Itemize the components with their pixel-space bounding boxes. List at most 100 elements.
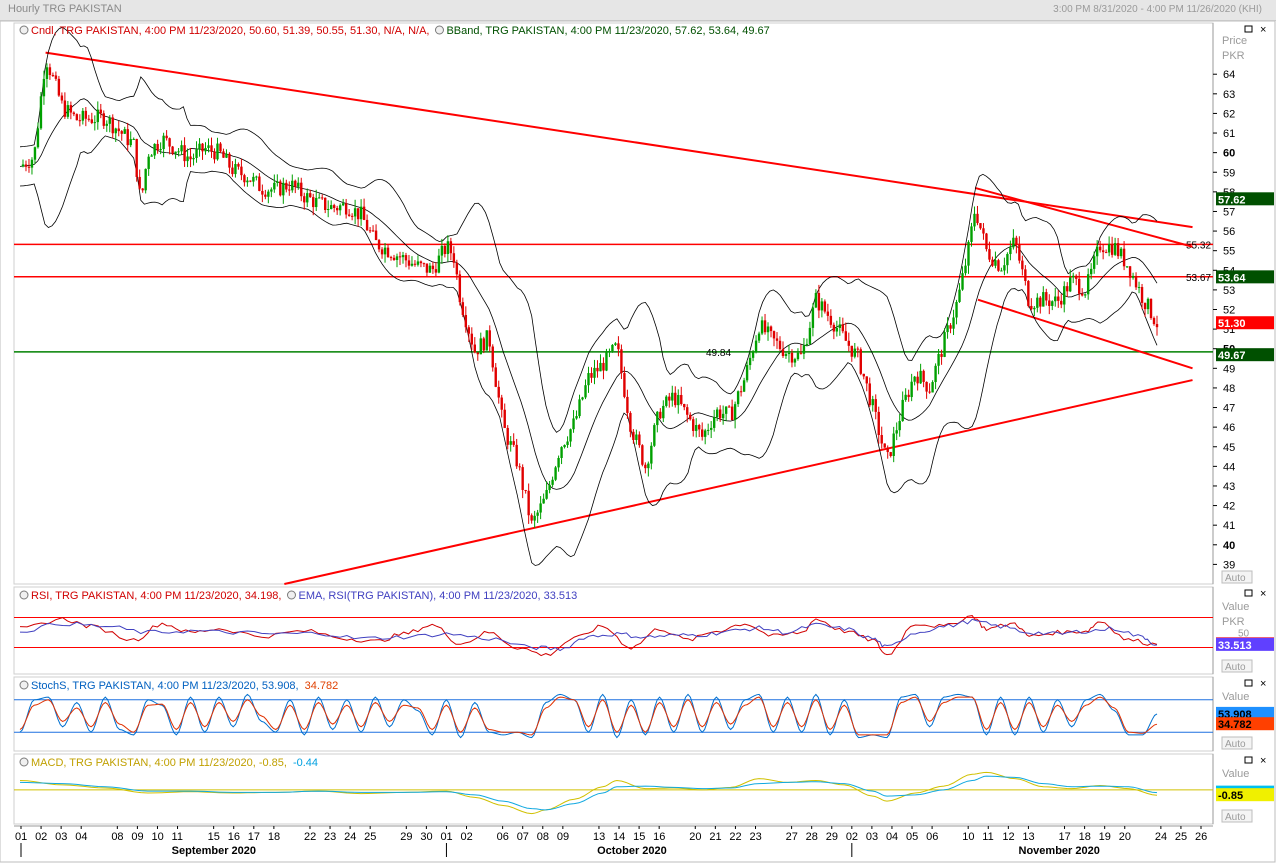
candle-body bbox=[93, 122, 97, 124]
candle-body bbox=[168, 138, 171, 147]
candle-body bbox=[156, 143, 159, 151]
candle-body bbox=[470, 333, 474, 345]
candle-body bbox=[153, 143, 156, 156]
x-tick-label: 02 bbox=[846, 831, 858, 843]
candle-body bbox=[653, 425, 656, 446]
candle-body bbox=[1131, 275, 1135, 278]
candle-body bbox=[1089, 268, 1093, 275]
candle-body bbox=[979, 223, 982, 229]
candle-body bbox=[889, 452, 892, 456]
macd-legend-icon bbox=[19, 757, 29, 767]
candle-body bbox=[760, 320, 764, 334]
candle-body bbox=[138, 176, 141, 189]
candle-body bbox=[347, 214, 351, 216]
candle-body bbox=[1051, 301, 1054, 306]
candle-body bbox=[1092, 256, 1096, 269]
candle-body bbox=[1075, 275, 1078, 279]
candle-body bbox=[315, 197, 318, 208]
candle-body bbox=[240, 166, 243, 176]
candle-body bbox=[1033, 307, 1036, 310]
candle-body bbox=[518, 466, 521, 468]
candle-body bbox=[377, 240, 381, 250]
candle-body bbox=[368, 230, 372, 232]
candle-body bbox=[638, 434, 641, 446]
candle-body bbox=[542, 498, 545, 504]
candle-body bbox=[1045, 292, 1048, 301]
x-tick-label: 20 bbox=[1119, 831, 1131, 843]
x-tick-label: 13 bbox=[1022, 831, 1034, 843]
price-tick-label: 62 bbox=[1223, 108, 1235, 120]
candle-body bbox=[111, 117, 114, 134]
x-tick-label: 07 bbox=[517, 831, 529, 843]
candle-body bbox=[530, 515, 533, 521]
candle-body bbox=[784, 354, 788, 356]
x-tick-label: 29 bbox=[400, 831, 412, 843]
candle-body bbox=[515, 444, 518, 467]
candle-body bbox=[413, 263, 417, 265]
candle-body bbox=[1078, 278, 1081, 294]
candle-body bbox=[437, 255, 441, 273]
x-tick-label: 03 bbox=[866, 831, 878, 843]
candle-body bbox=[778, 340, 782, 350]
price-axis-unit: PKR bbox=[1222, 50, 1245, 62]
candle-body bbox=[120, 131, 123, 134]
candle-body bbox=[425, 263, 429, 273]
close-icon: × bbox=[1260, 24, 1266, 36]
candle-body bbox=[1104, 252, 1108, 254]
price-tick-label: 41 bbox=[1223, 520, 1235, 532]
candle-body bbox=[928, 391, 931, 393]
candle-body bbox=[892, 433, 895, 456]
candle-body bbox=[105, 123, 108, 126]
candle-body bbox=[84, 110, 88, 119]
panel-stoch bbox=[13, 676, 1214, 752]
candle-body bbox=[587, 373, 590, 386]
candle-body bbox=[1152, 318, 1156, 325]
panel-macd bbox=[13, 753, 1214, 825]
month-label-0: September 2020 bbox=[172, 845, 256, 857]
close-icon: × bbox=[1260, 755, 1266, 767]
candle-body bbox=[288, 189, 291, 191]
candle-body bbox=[341, 203, 345, 206]
maximize-icon bbox=[1244, 25, 1253, 33]
candle-body bbox=[416, 261, 420, 265]
x-tick-label: 15 bbox=[208, 831, 220, 843]
candle-body bbox=[48, 67, 52, 76]
candle-body bbox=[841, 324, 845, 332]
candle-body bbox=[922, 370, 925, 382]
candle-body bbox=[659, 411, 662, 419]
candle-body bbox=[473, 344, 476, 353]
candle-body bbox=[721, 413, 725, 419]
x-tick-label: 01 bbox=[15, 831, 27, 843]
x-tick-label: 17 bbox=[248, 831, 260, 843]
candle-body bbox=[267, 191, 270, 197]
candle-body bbox=[835, 327, 839, 332]
candle-body bbox=[829, 315, 833, 325]
candle-body bbox=[817, 293, 821, 311]
candle-body bbox=[422, 263, 426, 265]
stoch-last-value-badge bbox=[1216, 706, 1274, 720]
candle-body bbox=[174, 151, 177, 154]
candle-body bbox=[521, 467, 524, 490]
price-last-value-badge bbox=[1216, 270, 1274, 284]
x-tick-label: 22 bbox=[304, 831, 316, 843]
candle-body bbox=[859, 349, 862, 374]
candle-body bbox=[790, 352, 794, 363]
month-label-1: October 2020 bbox=[597, 845, 667, 857]
price-tick-label: 56 bbox=[1223, 226, 1235, 238]
candle-body bbox=[997, 260, 1000, 271]
bband-lower bbox=[19, 135, 1158, 566]
candle-body bbox=[42, 78, 46, 97]
candle-body bbox=[78, 120, 82, 122]
candle-body bbox=[745, 365, 749, 381]
candle-body bbox=[563, 445, 566, 448]
chart-canvas[interactable]: × × × × 55.32 53.67 49.84 Price PKR 39 40 41 42 43 44 4… bbox=[0, 21, 1276, 863]
candle-body bbox=[1095, 246, 1099, 257]
candle-body bbox=[692, 419, 695, 431]
candle-body bbox=[584, 385, 587, 398]
candle-body bbox=[877, 411, 880, 436]
candle-body bbox=[255, 176, 258, 178]
candle-body bbox=[1048, 300, 1051, 306]
x-tick-label: 26 bbox=[1195, 831, 1207, 843]
candle-body bbox=[45, 67, 49, 79]
price-tick-label: 44 bbox=[1223, 461, 1235, 473]
